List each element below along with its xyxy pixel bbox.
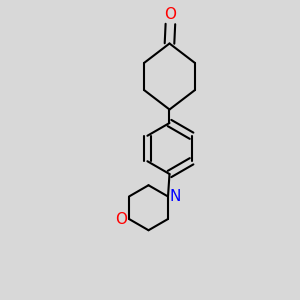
Text: N: N	[169, 189, 181, 204]
Text: O: O	[164, 7, 176, 22]
Text: O: O	[115, 212, 127, 226]
